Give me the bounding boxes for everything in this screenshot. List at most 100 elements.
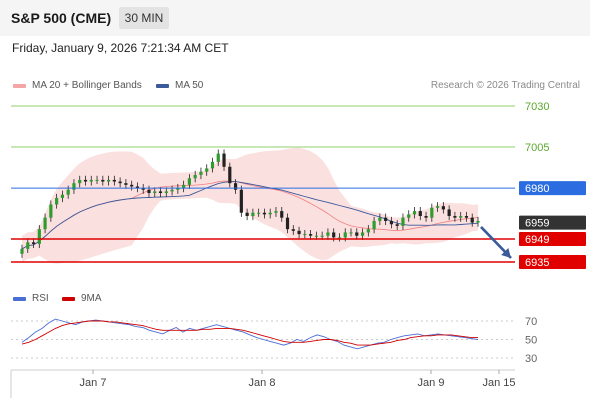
candle-body <box>349 232 353 234</box>
candle-body <box>233 183 238 190</box>
level-label-6980: 6980 <box>525 183 549 195</box>
candle-body <box>37 229 41 244</box>
candle-body <box>309 234 313 236</box>
candle-body <box>303 234 307 236</box>
x-tick-label: Jan 15 <box>482 377 515 389</box>
candle-body <box>435 206 440 208</box>
bollinger-legend-swatch <box>13 84 26 88</box>
candle-body <box>66 189 70 195</box>
candle-body <box>239 189 243 213</box>
candle-body <box>459 216 463 218</box>
candle-body <box>251 212 255 217</box>
candle-body <box>20 248 24 254</box>
candle-body <box>332 232 336 238</box>
level-label-6959: 6959 <box>525 218 549 230</box>
level-box-6935 <box>519 255 586 269</box>
candle-body <box>372 220 376 230</box>
header-bar: S&P 500 (CME) 30 MIN <box>0 0 590 36</box>
candle-body <box>378 217 382 221</box>
candle-body <box>95 179 99 181</box>
timeframe-button[interactable]: 30 MIN <box>119 7 169 29</box>
candle-body <box>314 235 318 237</box>
candle-body <box>26 242 30 249</box>
candle-body <box>141 188 145 190</box>
candle-body <box>453 216 457 218</box>
rsi-ma-line <box>21 320 478 346</box>
candle-body <box>147 189 151 194</box>
rsi-level-label-30: 30 <box>525 353 537 365</box>
research-credit: Research © 2026 Trading Central <box>430 80 580 91</box>
candle-body <box>389 220 394 225</box>
candle-body <box>291 229 295 231</box>
candle-body <box>124 183 128 185</box>
candle-body <box>441 206 445 210</box>
candle-body <box>60 194 65 198</box>
candle-body <box>106 179 111 182</box>
candle-body <box>262 212 267 215</box>
level-label-6935: 6935 <box>525 257 549 269</box>
candle-body <box>412 211 417 215</box>
rsi-ma-legend-swatch <box>62 297 75 301</box>
candle-body <box>366 229 370 233</box>
level-box-6949 <box>519 232 586 247</box>
candle-body <box>118 181 122 184</box>
candle-body <box>153 191 157 194</box>
candle-body <box>285 217 290 230</box>
candle-body <box>216 153 220 162</box>
candle-body <box>395 224 399 226</box>
level-label-6949: 6949 <box>525 234 549 246</box>
candle-body <box>170 189 174 192</box>
candle-body <box>78 179 82 184</box>
candle-body <box>343 232 347 238</box>
candle-body <box>135 186 140 189</box>
x-tick-label: Jan 8 <box>249 377 276 389</box>
x-tick-label: Jan 7 <box>80 377 107 389</box>
rsi-legend-swatch <box>13 297 26 301</box>
candle-body <box>355 232 359 236</box>
instrument-title: S&P 500 (CME) <box>11 10 112 26</box>
forecast-arrow-head <box>501 248 511 258</box>
candle-body <box>101 179 105 182</box>
candle-body <box>49 204 53 218</box>
candle-body <box>476 220 480 223</box>
candle-body <box>193 174 197 179</box>
candle-body <box>384 217 388 221</box>
x-tick-label: Jan 9 <box>418 377 445 389</box>
candle-body <box>268 212 272 215</box>
candle-body <box>407 214 411 218</box>
candle-body <box>447 209 451 217</box>
rsi-level-label-50: 50 <box>525 335 537 347</box>
datetime-text: Friday, January 9, 2026 7:21:34 AM CET <box>12 41 229 55</box>
candle-body <box>401 217 405 226</box>
candle-body <box>337 237 342 239</box>
rsi-ma-legend-label: 9MA <box>81 293 102 304</box>
candle-body <box>326 232 330 236</box>
candle-body <box>210 161 215 169</box>
candle-body <box>89 179 93 182</box>
candle-body <box>464 216 469 218</box>
bollinger-legend-label: MA 20 + Bollinger Bands <box>32 80 142 91</box>
candle-body <box>470 217 474 223</box>
candle-body <box>83 179 88 182</box>
rsi-level-label-70: 70 <box>525 316 537 328</box>
candle-body <box>55 197 59 205</box>
candle-body <box>130 184 134 187</box>
candle-body <box>424 216 428 218</box>
rsi-line <box>21 318 479 350</box>
candle-body <box>31 242 36 244</box>
candle-body <box>164 191 168 194</box>
level-box-6959 <box>519 215 586 230</box>
candle-body <box>158 191 163 194</box>
level-label-7030: 7030 <box>525 101 549 113</box>
candle-body <box>418 211 422 217</box>
candle-body <box>187 178 191 185</box>
candle-body <box>360 232 365 236</box>
ma50-legend-label: MA 50 <box>175 80 204 91</box>
candle-body <box>199 171 203 175</box>
bollinger-band <box>22 147 478 264</box>
candle-body <box>43 217 47 230</box>
candle-body <box>72 183 76 190</box>
candle-body <box>112 179 116 182</box>
level-box-6980 <box>519 181 586 196</box>
